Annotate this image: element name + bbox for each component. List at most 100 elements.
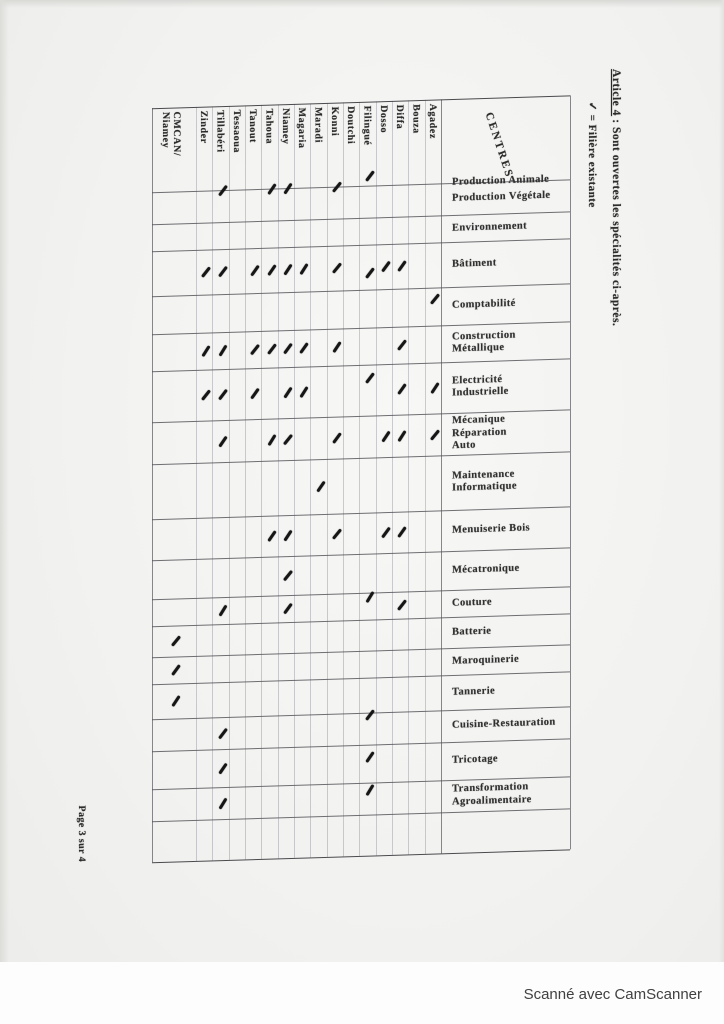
legend-note: ✓ = Filière existante (586, 101, 598, 209)
grid-vline (212, 106, 214, 861)
check-mark (397, 599, 408, 611)
grid-vline (277, 104, 279, 859)
column-header: Tessaoua (230, 109, 242, 154)
grid-vline (261, 104, 263, 859)
check-mark (266, 264, 277, 276)
check-mark (364, 372, 375, 384)
row-label: Mécatronique (452, 562, 520, 576)
row-label: Mécanique Réparation Auto (452, 413, 507, 452)
check-mark (299, 263, 309, 276)
row-label: Production Végétale (452, 189, 551, 204)
column-header: Maradi (312, 107, 324, 144)
check-mark (217, 435, 228, 447)
grid-vline (294, 103, 295, 858)
row-label: Cuisine-Restauration (452, 716, 556, 731)
check-mark (364, 708, 375, 721)
check-mark (381, 430, 391, 442)
grid-vline (359, 101, 361, 856)
grid-vline (196, 106, 197, 861)
grid-hline (152, 808, 570, 823)
column-header: Magaria (296, 107, 308, 149)
column-header: CMCAN/ Niamey (160, 111, 182, 157)
row-label: Tannerie (452, 684, 496, 698)
check-mark (217, 265, 228, 278)
row-label: Maintenance Informatique (452, 468, 517, 494)
grid-vline (424, 99, 426, 854)
column-header: Filingué (361, 105, 373, 146)
check-mark (266, 343, 277, 355)
check-mark (332, 431, 342, 444)
check-mark (430, 382, 440, 394)
row-label: Construction Métallique (452, 329, 516, 355)
check-mark (201, 389, 212, 401)
grid-hline (152, 358, 570, 373)
check-mark (364, 750, 375, 763)
grid-hline (152, 451, 570, 466)
check-mark (217, 727, 228, 739)
check-mark (364, 267, 375, 279)
check-mark (315, 480, 326, 493)
check-mark (201, 345, 211, 358)
check-mark (201, 266, 212, 278)
check-mark (429, 428, 440, 441)
corner-header-centres: CENTRES (482, 110, 516, 181)
grid-hline (152, 238, 570, 253)
row-label: Electricité Industrielle (452, 373, 509, 399)
row-label: Maroquinerie (452, 653, 520, 667)
grid-vline (245, 105, 246, 860)
check-mark (267, 433, 276, 446)
check-mark (218, 604, 227, 617)
check-mark (266, 530, 277, 542)
check-mark (397, 526, 407, 538)
row-label: Bâtiment (452, 256, 497, 270)
grid-vline (408, 100, 410, 855)
column-header: Tahoua (263, 108, 275, 145)
check-mark (381, 260, 391, 273)
row-label: Menuiserie Bois (452, 521, 531, 536)
grid-hline (152, 738, 570, 753)
check-mark (299, 386, 309, 399)
grid-vline (375, 101, 377, 856)
grid-vline (570, 95, 571, 850)
check-mark (283, 529, 293, 542)
grid-hline (152, 849, 570, 864)
article-text: : Sont ouvertes les spécialités ci-après… (610, 115, 622, 327)
check-mark (282, 569, 293, 582)
check-mark (250, 264, 260, 277)
column-header: Niamey (279, 108, 291, 145)
article-note: Article 4 : Sont ouvertes les spécialité… (610, 69, 622, 327)
grid-vline (152, 108, 153, 863)
check-mark (282, 433, 293, 445)
grid-vline (392, 100, 393, 855)
grid-vline (343, 102, 344, 857)
grid-vline (228, 105, 230, 860)
check-mark (397, 429, 407, 442)
check-mark (170, 635, 182, 647)
check-mark (364, 169, 375, 182)
check-mark (250, 387, 260, 400)
check-mark (331, 528, 342, 540)
column-header: Diffa (394, 104, 406, 130)
check-mark (250, 343, 261, 356)
check-mark (217, 388, 228, 401)
grid-hline (152, 506, 570, 521)
row-label: Couture (452, 596, 492, 609)
camscanner-band: Scanné avec CamScanner (0, 962, 724, 1024)
grid-vline (310, 103, 312, 858)
check-mark (397, 339, 408, 351)
scan-edge-shadow-right (719, 0, 724, 1024)
row-label: Transformation Agroalimentaire (452, 781, 532, 808)
column-header: Bouza (410, 103, 422, 134)
column-header: Tillabéri (214, 110, 226, 153)
check-mark (218, 797, 227, 810)
check-mark (397, 383, 407, 395)
page-number: Page 3 sur 4 (76, 805, 87, 863)
check-mark (299, 342, 309, 354)
grid-vline (326, 102, 328, 857)
check-mark (171, 695, 181, 707)
check-mark (429, 292, 440, 305)
row-label: Environnement (452, 219, 528, 234)
column-header: Zinder (198, 110, 210, 144)
